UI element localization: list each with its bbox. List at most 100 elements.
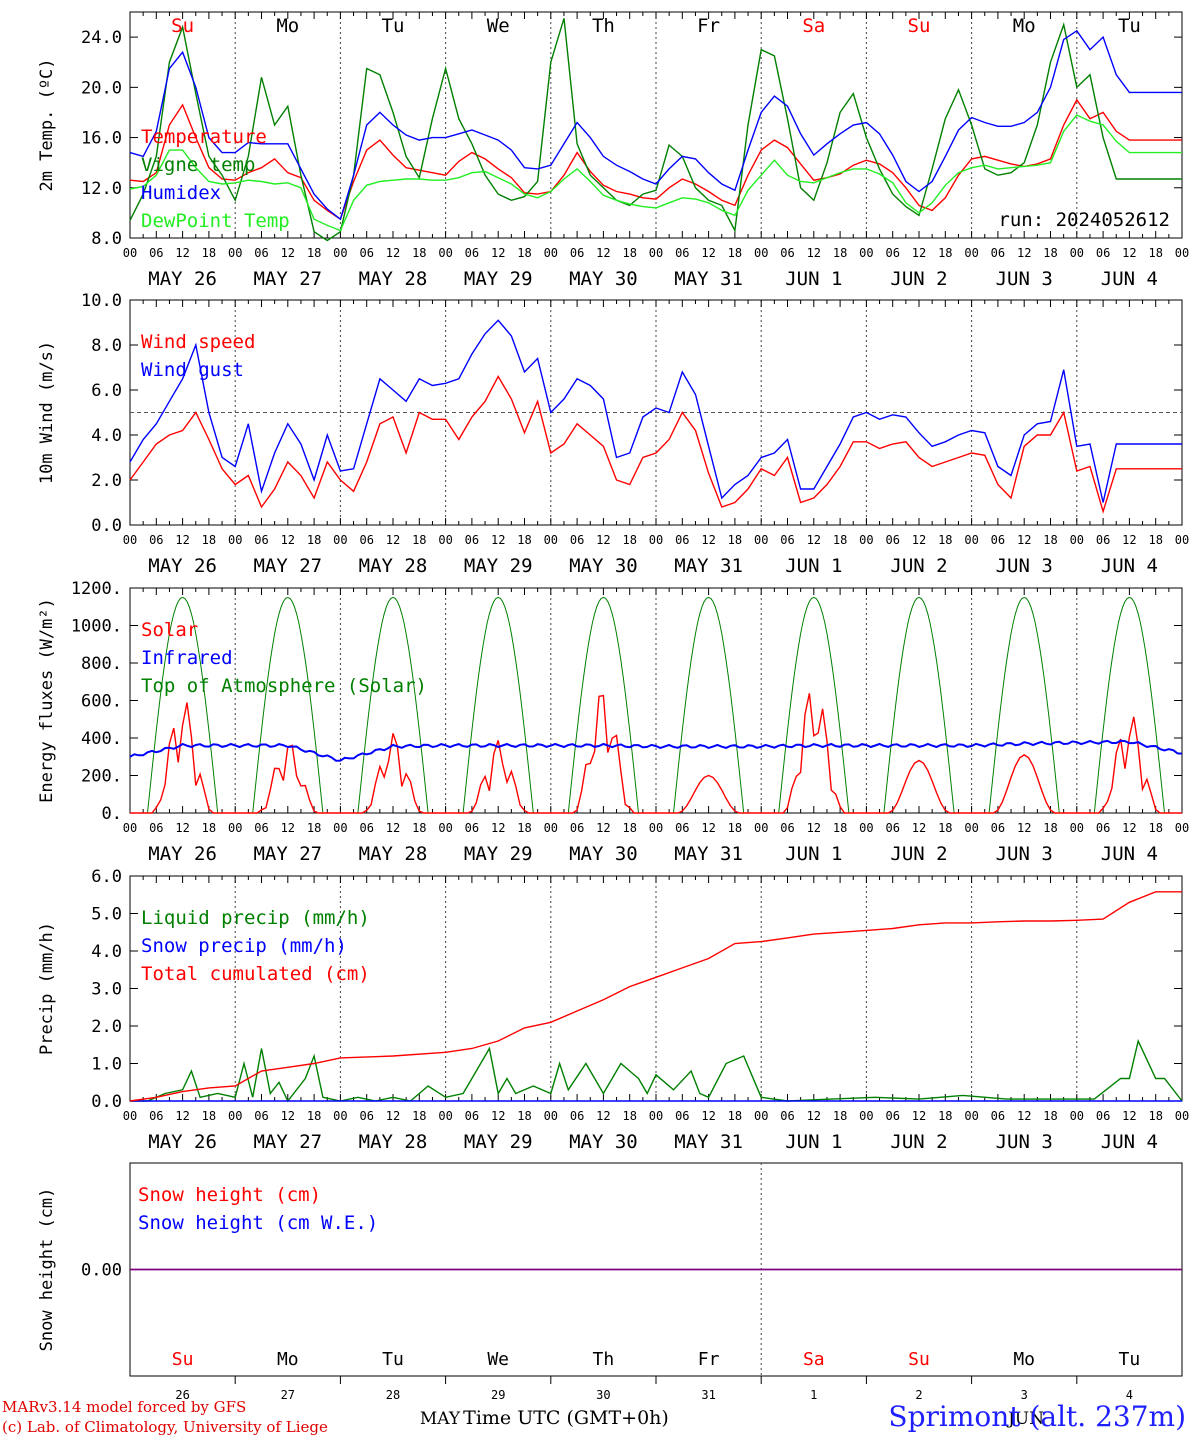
y-axis-title: Energy fluxes (W/m²) (37, 598, 57, 803)
legend-entry: Wind speed (141, 331, 255, 353)
hour-tick-label: 06 (675, 246, 689, 260)
hour-tick-label: 12 (596, 533, 610, 547)
day-number-label: 27 (281, 1388, 295, 1402)
hour-tick-label: 18 (202, 1109, 216, 1123)
x-axis-title: Time UTC (GMT+0h) (463, 1407, 669, 1429)
y-tick-label: 0.00 (81, 1261, 122, 1281)
y-tick-label: 4.0 (91, 426, 122, 446)
hour-tick-label: 18 (517, 533, 531, 547)
date-label: MAY 27 (253, 268, 322, 290)
hour-tick-label: 18 (938, 246, 952, 260)
hour-tick-label: 18 (412, 821, 426, 835)
hour-tick-label: 18 (517, 246, 531, 260)
hour-tick-label: 12 (912, 533, 926, 547)
hour-tick-label: 18 (1043, 821, 1057, 835)
hour-tick-label: 12 (281, 533, 295, 547)
weekday-label: Mo (1013, 1349, 1035, 1370)
date-label: MAY 28 (359, 555, 428, 577)
hour-tick-label: 12 (386, 821, 400, 835)
date-label: MAY 28 (359, 268, 428, 290)
hour-tick-label: 18 (202, 821, 216, 835)
hour-tick-label: 00 (438, 533, 452, 547)
hour-tick-label: 18 (938, 1109, 952, 1123)
y-tick-label: 8.0 (91, 229, 122, 249)
hour-tick-label: 06 (570, 533, 584, 547)
hour-tick-label: 00 (228, 533, 242, 547)
date-label: MAY 30 (569, 555, 638, 577)
date-label: JUN 1 (785, 555, 842, 577)
hour-tick-label: 18 (202, 533, 216, 547)
date-label: MAY 26 (148, 268, 217, 290)
date-label: MAY 30 (569, 268, 638, 290)
day-number-label: 28 (386, 1388, 400, 1402)
date-label: MAY 31 (674, 843, 743, 865)
hour-tick-label: 12 (701, 533, 715, 547)
hour-tick-label: 18 (833, 1109, 847, 1123)
hour-tick-label: 12 (281, 1109, 295, 1123)
hour-tick-label: 06 (885, 246, 899, 260)
hour-tick-label: 06 (359, 821, 373, 835)
date-label: JUN 4 (1101, 268, 1158, 290)
hour-tick-label: 12 (912, 1109, 926, 1123)
hour-tick-label: 18 (1148, 821, 1162, 835)
legend-entry: Snow height (cm W.E.) (138, 1212, 378, 1234)
plot-frame-temp (129, 11, 1183, 239)
hour-tick-label: 00 (1175, 533, 1189, 547)
hour-tick-label: 06 (885, 821, 899, 835)
hour-tick-label: 12 (701, 821, 715, 835)
hour-tick-label: 06 (254, 246, 268, 260)
hour-tick-label: 12 (175, 246, 189, 260)
date-label: JUN 2 (890, 555, 947, 577)
hour-tick-label: 06 (359, 246, 373, 260)
y-axis-title: 2m Temp. (ºC) (37, 58, 57, 191)
hour-tick-label: 18 (517, 821, 531, 835)
series-line-temperature (129, 98, 1182, 221)
y-tick-label: 0.0 (91, 516, 122, 536)
legend-entry: Temperature (141, 126, 267, 148)
legend-entry: Liquid precip (mm/h) (141, 907, 370, 929)
hour-tick-label: 18 (833, 821, 847, 835)
date-label: MAY 27 (253, 555, 322, 577)
date-label: JUN 1 (785, 1131, 842, 1153)
hour-tick-label: 00 (1070, 533, 1084, 547)
hour-tick-label: 00 (438, 1109, 452, 1123)
day-number-label: 30 (596, 1388, 610, 1402)
hour-tick-label: 18 (307, 1109, 321, 1123)
hour-tick-label: 00 (333, 1109, 347, 1123)
date-label: JUN 4 (1101, 555, 1158, 577)
run-label: run: 2024052612 (998, 209, 1170, 231)
hour-tick-label: 06 (149, 533, 163, 547)
hour-tick-label: 00 (1070, 821, 1084, 835)
hour-tick-label: 12 (1017, 533, 1031, 547)
date-label: MAY 31 (674, 555, 743, 577)
hour-tick-label: 06 (359, 533, 373, 547)
legend-entry: Top of Atmosphere (Solar) (141, 675, 427, 697)
hour-tick-label: 06 (675, 1109, 689, 1123)
hour-tick-label: 18 (307, 533, 321, 547)
date-label: JUN 1 (785, 843, 842, 865)
weekday-label: Su (908, 15, 931, 37)
y-tick-label: 2.0 (91, 471, 122, 491)
date-label: MAY 31 (674, 268, 743, 290)
weekday-label: Th (593, 1349, 615, 1370)
hour-tick-label: 12 (281, 821, 295, 835)
date-label: MAY 29 (464, 268, 533, 290)
hour-tick-label: 00 (123, 246, 137, 260)
hour-tick-label: 12 (807, 821, 821, 835)
date-label: MAY 30 (569, 843, 638, 865)
hour-tick-label: 06 (465, 1109, 479, 1123)
hour-tick-label: 18 (938, 821, 952, 835)
hour-tick-label: 00 (859, 1109, 873, 1123)
series-line-dewpoint-temp (129, 114, 1182, 232)
weekday-label: Tu (1119, 1349, 1141, 1370)
hour-tick-label: 00 (649, 821, 663, 835)
legend-entry: Snow height (cm) (138, 1184, 321, 1206)
y-tick-label: 10.0 (81, 291, 122, 311)
date-label: MAY 28 (359, 1131, 428, 1153)
hour-tick-label: 12 (175, 533, 189, 547)
date-label: MAY 29 (464, 555, 533, 577)
hour-tick-label: 00 (649, 1109, 663, 1123)
date-label: MAY 27 (253, 1131, 322, 1153)
hour-tick-label: 00 (123, 821, 137, 835)
hour-tick-label: 06 (885, 533, 899, 547)
